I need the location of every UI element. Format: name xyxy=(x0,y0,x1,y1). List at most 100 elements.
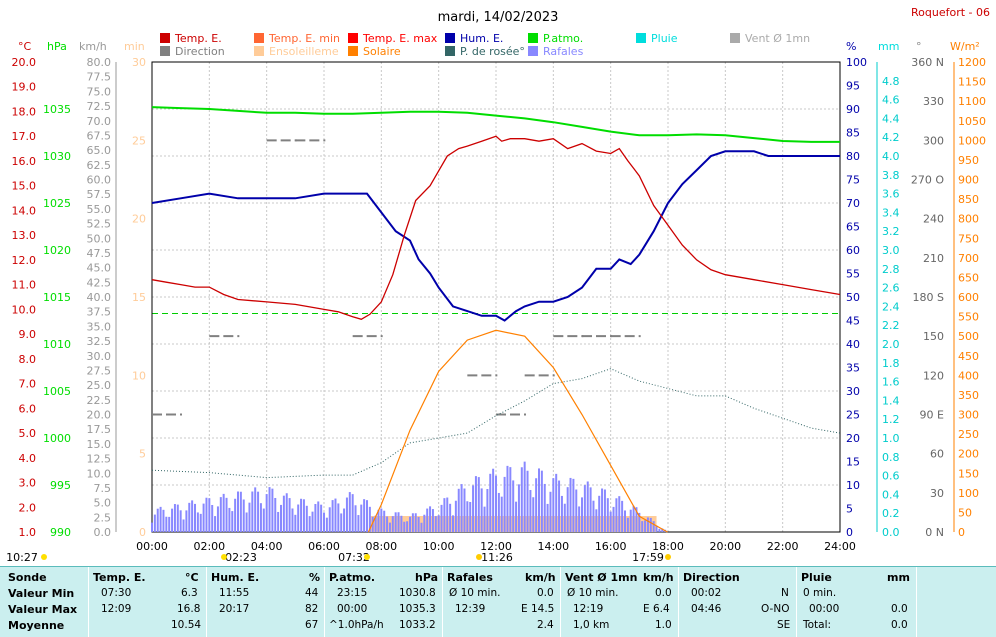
direction-avg-value: SE xyxy=(777,619,791,631)
wind-axis-tick: 40.0 xyxy=(87,291,112,304)
wind-run: 1,0 km xyxy=(573,619,610,631)
hum-axis-tick: 30 xyxy=(846,385,860,398)
wind-header: Vent Ø 1mn xyxy=(565,571,638,584)
rain-axis-tick: 4.4 xyxy=(882,112,900,125)
rain-axis-tick: 0.4 xyxy=(882,488,900,501)
wind-axis-tick: 27.5 xyxy=(87,364,112,377)
temp-axis-tick: 12.0 xyxy=(12,254,37,267)
temperature-line xyxy=(151,135,841,321)
temp-max-value: 16.8 xyxy=(177,603,201,615)
station-name: Roquefort - 06 xyxy=(911,6,990,19)
solar-axis-tick: 800 xyxy=(958,213,979,226)
solar-axis-tick: 150 xyxy=(958,467,979,480)
pressure-axis-tick: 1030 xyxy=(43,150,71,163)
wind-axis-tick: 20.0 xyxy=(87,409,112,422)
solar-axis-tick: 650 xyxy=(958,271,979,284)
sunset-label: 17:59 xyxy=(632,551,664,564)
row-label-avg: Moyenne xyxy=(8,619,65,632)
row-label-min: Valeur Min xyxy=(8,587,75,600)
temp-axis-tick: 1.0 xyxy=(19,526,37,539)
legend-swatch xyxy=(160,33,170,43)
pressure-trend: ^1.0hPa/h xyxy=(329,619,384,631)
stats-col-rain: Pluie mm 0 min. 00:00 0.0 Total: 0.0 xyxy=(796,567,917,637)
rain-max-time: 00:00 xyxy=(809,603,840,615)
wind-axis-tick: 80.0 xyxy=(87,56,112,69)
legend-label: Temp. E. xyxy=(174,32,222,45)
temp-axis-tick: 7.0 xyxy=(19,378,37,391)
hum-max-time: 20:17 xyxy=(219,603,250,615)
hum-axis-tick: 55 xyxy=(846,268,860,281)
hum-axis-tick: 0 xyxy=(846,526,853,539)
wind-axis-tick: 60.0 xyxy=(87,174,112,187)
wind-axis-tick: 0.0 xyxy=(94,526,112,539)
temp-axis-tick: 3.0 xyxy=(19,477,37,490)
gusts-avg10-value: 0.0 xyxy=(537,587,554,599)
wind-axis-tick: 2.5 xyxy=(94,511,112,524)
legend-label: Rafales xyxy=(543,45,584,58)
direction-r1-value: N xyxy=(781,587,789,599)
temp-min-time: 07:30 xyxy=(101,587,132,599)
hum-axis-tick: 10 xyxy=(846,479,860,492)
legend-label: P.atmo. xyxy=(543,32,583,45)
legend-label: P. de rosée° xyxy=(460,45,525,58)
legend-swatch xyxy=(254,33,264,43)
rain-axis-tick: 2.4 xyxy=(882,300,900,313)
legend-label: Solaire xyxy=(363,45,401,58)
stats-col-pressure: P.atmo. hPa 23:15 1030.8 00:00 1035.3 ^1… xyxy=(324,567,443,637)
gusts-header: Rafales xyxy=(447,571,493,584)
solar-axis-tick: 850 xyxy=(958,193,979,206)
wind-axis-tick: 25.0 xyxy=(87,379,112,392)
legend-swatch xyxy=(160,46,170,56)
rain-max-value: 0.0 xyxy=(891,603,908,615)
rain-axis-tick: 3.8 xyxy=(882,169,900,182)
dewpoint-line xyxy=(151,368,841,479)
wind-axis-tick: 65.0 xyxy=(87,144,112,157)
legend-swatch xyxy=(445,46,455,56)
rain-axis-tick: 0.8 xyxy=(882,451,900,464)
legend: Temp. E. Temp. E. min Temp. E. max Hum. E. P… xyxy=(160,32,810,58)
hum-axis-tick: 95 xyxy=(846,80,860,93)
row-label-sonde: Sonde xyxy=(8,571,47,584)
pressure-axis-tick: 1020 xyxy=(43,244,71,257)
rain-axis-tick: 1.6 xyxy=(882,376,900,389)
pressure-avg-value: 1033.2 xyxy=(399,619,436,631)
rain-axis-tick: 3.2 xyxy=(882,225,900,238)
time-axis-tick: 12:00 xyxy=(480,540,512,553)
solar-axis-tick: 400 xyxy=(958,369,979,382)
wind-axis-tick: 72.5 xyxy=(87,100,112,113)
temp-avg-value: 10.54 xyxy=(171,619,202,631)
temp-unit: °C xyxy=(185,571,199,584)
time-axis-tick: 16:00 xyxy=(595,540,627,553)
hum-axis-tick: 35 xyxy=(846,362,860,375)
wind-axis-tick: 35.0 xyxy=(87,320,112,333)
series-layer xyxy=(151,106,841,533)
wind-axis-tick: 67.5 xyxy=(87,129,112,142)
wind-axis-tick: 15.0 xyxy=(87,438,112,451)
legend-swatch xyxy=(254,46,264,56)
solar-axis-tick: 350 xyxy=(958,389,979,402)
hum-axis-tick: 20 xyxy=(846,432,860,445)
wind-unit: km/h xyxy=(643,571,674,584)
rain-axis-tick: 3.6 xyxy=(882,188,900,201)
legend-swatch xyxy=(348,33,358,43)
time-axis-tick: 24:00 xyxy=(824,540,856,553)
solar-axis-tick: 500 xyxy=(958,330,979,343)
rain-axis-tick: 4.6 xyxy=(882,94,900,107)
legend-swatch xyxy=(348,46,358,56)
wind-axis-tick: 77.5 xyxy=(87,71,112,84)
hum-avg-value: 67 xyxy=(305,619,319,631)
sun-axis-tick: 5 xyxy=(139,448,146,461)
solar-axis-tick: 550 xyxy=(958,311,979,324)
wind-axis-tick: 62.5 xyxy=(87,159,112,172)
hum-axis-tick: 5 xyxy=(846,503,853,516)
axis-unit-solar: W/m² xyxy=(950,40,980,53)
pressure-line xyxy=(151,106,840,143)
hum-axis-tick: 15 xyxy=(846,456,860,469)
rain-axis-tick: 0.6 xyxy=(882,470,900,483)
dir-axis-tick: 150 xyxy=(923,330,944,343)
rain-axis-tick: 1.0 xyxy=(882,432,900,445)
time-axis-tick: 22:00 xyxy=(767,540,799,553)
dir-axis-tick: 90 E xyxy=(920,409,944,422)
solar-axis-tick: 50 xyxy=(958,506,972,519)
hum-axis-tick: 45 xyxy=(846,315,860,328)
